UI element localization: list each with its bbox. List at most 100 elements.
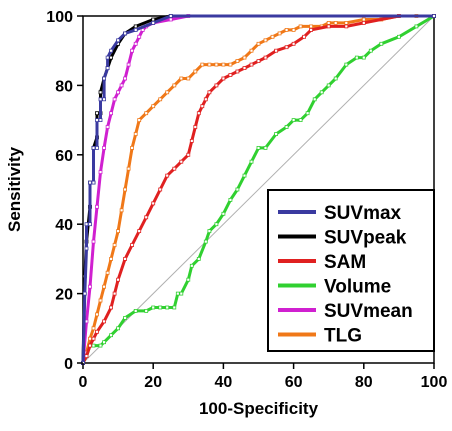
point-sam bbox=[151, 201, 156, 206]
point-sam bbox=[263, 55, 268, 60]
point-tlg bbox=[333, 20, 338, 25]
y-tick-label: 0 bbox=[64, 356, 73, 373]
point-volume bbox=[109, 333, 113, 338]
point-volume bbox=[242, 173, 247, 178]
point-sam bbox=[221, 76, 226, 81]
point-volume bbox=[165, 305, 170, 310]
legend-label-volume: Volume bbox=[324, 277, 391, 298]
point-volume bbox=[305, 111, 310, 116]
point-volume bbox=[158, 305, 163, 310]
point-volume bbox=[263, 145, 268, 150]
point-volume bbox=[102, 340, 106, 345]
y-tick-label: 40 bbox=[55, 217, 73, 234]
y-tick-label: 80 bbox=[55, 78, 73, 95]
point-sam bbox=[172, 166, 177, 171]
point-sam bbox=[326, 24, 331, 29]
point-tlg bbox=[200, 62, 205, 67]
point-tlg bbox=[95, 312, 99, 317]
point-volume bbox=[368, 48, 373, 53]
point-tlg bbox=[326, 20, 331, 25]
point-suvmax bbox=[98, 118, 103, 122]
point-volume bbox=[221, 211, 226, 216]
point-sam bbox=[102, 319, 106, 324]
point-sam bbox=[165, 173, 170, 178]
point-suvmax bbox=[133, 27, 138, 32]
point-volume bbox=[291, 118, 296, 122]
point-suvmax bbox=[105, 66, 110, 70]
point-suvmean bbox=[102, 145, 106, 150]
point-tlg bbox=[116, 229, 120, 234]
point-volume bbox=[284, 125, 289, 129]
point-tlg bbox=[256, 41, 261, 46]
x-tick-label: 80 bbox=[355, 374, 373, 391]
point-tlg bbox=[242, 55, 247, 60]
point-volume bbox=[256, 145, 261, 150]
point-tlg bbox=[133, 132, 138, 136]
point-suvmax bbox=[88, 180, 92, 185]
point-sam bbox=[186, 152, 191, 157]
point-sam bbox=[200, 104, 205, 109]
point-sam bbox=[203, 97, 208, 102]
point-sam bbox=[309, 27, 314, 32]
point-suvmax bbox=[82, 291, 87, 296]
legend-label-tlg: TLG bbox=[324, 326, 362, 347]
point-volume bbox=[133, 308, 138, 313]
point-tlg bbox=[298, 24, 303, 29]
point-sam bbox=[123, 256, 127, 261]
point-sam bbox=[228, 73, 233, 77]
point-suvmax bbox=[109, 48, 113, 53]
point-tlg bbox=[91, 326, 96, 331]
point-sam bbox=[88, 343, 92, 348]
point-suvmax bbox=[102, 76, 106, 81]
point-suvmax bbox=[84, 246, 89, 251]
point-volume bbox=[319, 90, 324, 95]
legend-label-sam: SAM bbox=[324, 252, 366, 273]
point-tlg bbox=[344, 20, 349, 25]
point-sam bbox=[256, 59, 261, 63]
point-tlg bbox=[207, 62, 212, 67]
point-sam bbox=[109, 305, 113, 310]
point-tlg bbox=[144, 111, 149, 116]
point-tlg bbox=[98, 298, 103, 303]
point-tlg bbox=[105, 270, 110, 275]
point-volume bbox=[249, 159, 254, 164]
point-tlg bbox=[361, 17, 366, 22]
point-sam bbox=[193, 125, 198, 129]
point-suvmean bbox=[126, 62, 131, 67]
point-sam bbox=[284, 45, 289, 50]
legend-box bbox=[267, 189, 435, 352]
point-suvmean bbox=[119, 83, 124, 88]
point-suvmax bbox=[105, 55, 110, 60]
point-sam bbox=[207, 90, 212, 95]
point-suvmax bbox=[123, 31, 127, 36]
point-suvmean bbox=[112, 97, 117, 102]
legend-label-suvpeak: SUVpeak bbox=[324, 228, 407, 249]
point-volume bbox=[274, 132, 279, 136]
point-volume bbox=[98, 343, 103, 348]
point-volume bbox=[228, 197, 233, 202]
series-lines bbox=[81, 14, 436, 365]
point-sam bbox=[235, 69, 240, 74]
point-volume bbox=[203, 239, 208, 244]
point-volume bbox=[326, 83, 331, 88]
point-suvmean bbox=[168, 17, 173, 22]
point-tlg bbox=[235, 59, 240, 63]
point-volume bbox=[189, 263, 194, 268]
point-tlg bbox=[221, 62, 226, 67]
point-volume bbox=[354, 55, 359, 60]
x-tick-label: 0 bbox=[79, 374, 88, 391]
point-suvmax bbox=[432, 14, 436, 18]
point-tlg bbox=[249, 48, 254, 53]
point-tlg bbox=[172, 83, 177, 88]
point-sam bbox=[130, 243, 135, 247]
point-sam bbox=[344, 24, 349, 29]
point-volume bbox=[123, 315, 127, 320]
point-sam bbox=[158, 187, 163, 192]
point-sam bbox=[95, 329, 99, 334]
point-volume bbox=[414, 24, 419, 29]
point-tlg bbox=[112, 243, 117, 247]
x-tick-label: 100 bbox=[421, 374, 448, 391]
point-suvmean bbox=[95, 204, 99, 209]
x-tick-label: 40 bbox=[215, 374, 233, 391]
x-axis-title: 100-Specificity bbox=[199, 399, 319, 418]
